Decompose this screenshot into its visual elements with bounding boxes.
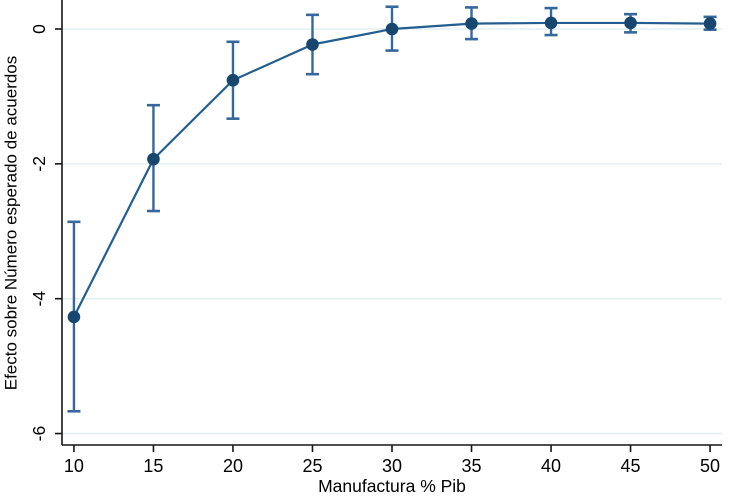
y-axis-title: Efecto sobre Número esperado de acuerdos (1, 55, 20, 390)
data-point (703, 17, 717, 30)
y-tick-label: -6 (29, 426, 49, 442)
y-tick-label: 0 (29, 24, 49, 34)
x-tick-label: 25 (302, 456, 322, 476)
x-tick-label: 15 (143, 456, 163, 476)
data-point (544, 16, 558, 30)
data-point (226, 73, 240, 87)
x-axis-title: Manufactura % Pib (318, 476, 466, 496)
x-tick-label: 50 (700, 456, 720, 476)
x-tick-label: 35 (462, 456, 482, 476)
data-point (147, 152, 160, 166)
y-tick-label: -2 (29, 156, 49, 172)
y-tick-label: -4 (29, 291, 49, 307)
data-point (385, 22, 399, 36)
data-point (306, 38, 319, 51)
data-point (67, 310, 81, 324)
x-tick-label: 30 (382, 456, 402, 476)
x-tick-label: 45 (621, 456, 641, 476)
series-line (72, 21, 711, 318)
x-tick-label: 20 (223, 456, 243, 476)
data-point (465, 17, 478, 30)
data-point (624, 16, 637, 30)
x-tick-label: 40 (541, 456, 561, 476)
x-tick-label: 10 (64, 456, 84, 476)
